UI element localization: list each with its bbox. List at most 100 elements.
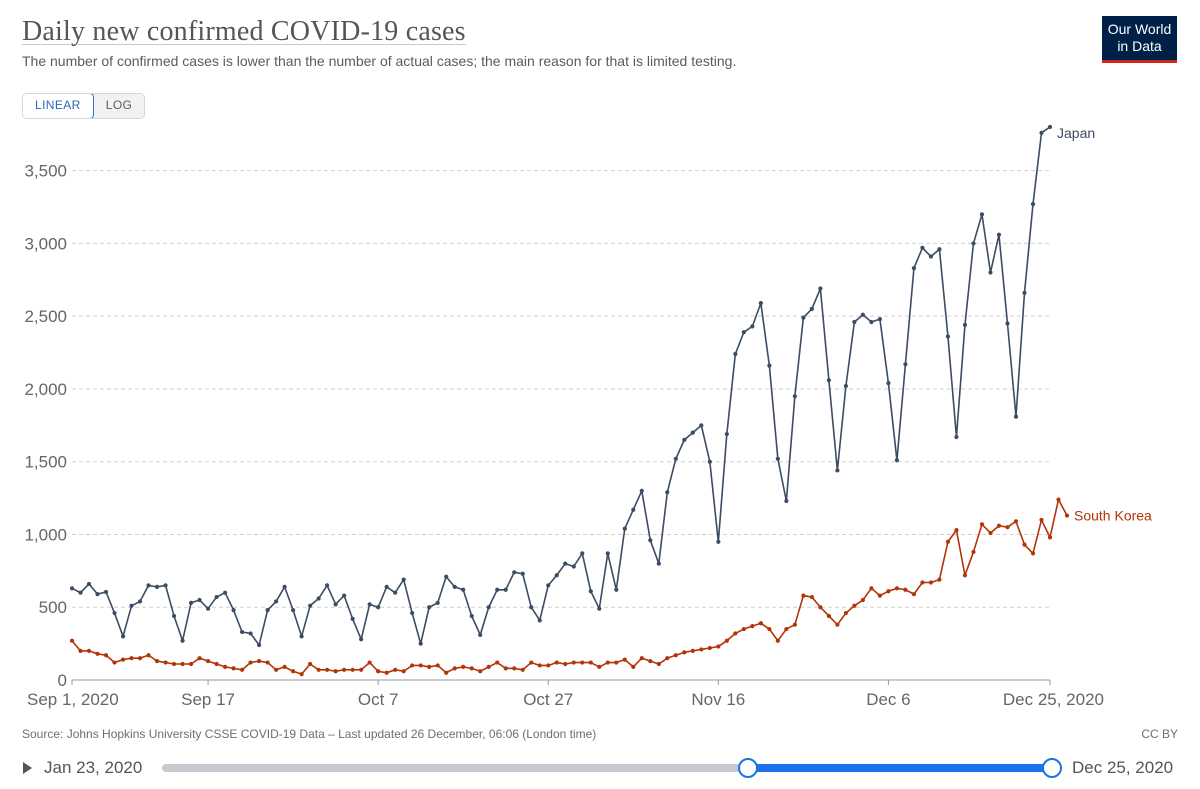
data-point	[775, 638, 780, 643]
y-tick-label: 3,000	[24, 234, 67, 253]
data-point	[852, 319, 857, 325]
data-point	[648, 658, 653, 664]
data-point	[478, 669, 483, 674]
linear-scale-button[interactable]: LINEAR	[23, 94, 94, 118]
data-point	[376, 669, 381, 674]
play-icon[interactable]	[23, 762, 32, 774]
data-point	[1030, 202, 1036, 207]
data-point	[741, 626, 746, 632]
data-point	[767, 626, 772, 632]
data-point	[486, 664, 491, 670]
data-point	[393, 667, 398, 672]
data-point	[894, 586, 900, 591]
data-point	[214, 594, 219, 600]
data-point	[503, 587, 508, 592]
data-point	[299, 634, 304, 639]
data-point	[308, 661, 313, 667]
data-point	[877, 593, 883, 598]
data-point	[95, 651, 100, 656]
x-tick-label: Oct 7	[358, 690, 399, 709]
data-point	[597, 606, 602, 611]
data-point	[988, 530, 993, 536]
data-point	[962, 322, 968, 328]
data-point	[758, 621, 763, 626]
data-point	[512, 570, 517, 575]
data-point	[571, 564, 576, 569]
data-point	[937, 247, 942, 252]
x-tick-label: Oct 27	[523, 690, 573, 709]
data-point	[639, 656, 644, 661]
data-point	[137, 599, 143, 604]
data-point	[852, 603, 857, 608]
data-point	[520, 571, 525, 576]
data-point	[724, 638, 729, 643]
data-point	[716, 539, 721, 544]
x-tick-label: Sep 1, 2020	[27, 690, 119, 709]
log-scale-button[interactable]: LOG	[93, 94, 145, 118]
data-point	[954, 434, 959, 440]
data-point	[614, 587, 619, 592]
x-tick-label: Dec 25, 2020	[1003, 690, 1104, 709]
data-point	[741, 330, 746, 335]
data-point	[188, 661, 194, 667]
data-point	[954, 528, 959, 533]
data-point	[137, 656, 143, 661]
data-point	[95, 592, 100, 597]
data-point	[962, 573, 968, 578]
data-point	[384, 584, 389, 589]
data-point	[1039, 517, 1044, 523]
data-point	[222, 664, 228, 670]
timeline-selected-range[interactable]	[747, 764, 1052, 772]
data-point	[639, 488, 644, 493]
data-point	[333, 669, 338, 674]
data-point	[435, 600, 440, 605]
data-point	[563, 561, 568, 566]
timeline-track[interactable]	[162, 764, 1052, 772]
data-point	[231, 608, 236, 613]
data-point	[410, 610, 415, 616]
data-point	[554, 660, 559, 665]
data-point	[248, 660, 253, 665]
source-note: Source: Johns Hopkins University CSSE CO…	[22, 727, 597, 741]
data-point	[129, 603, 134, 608]
data-point	[282, 664, 287, 670]
y-tick-label: 0	[58, 671, 67, 690]
data-point	[103, 653, 109, 658]
timeline-start-label: Jan 23, 2020	[44, 758, 143, 777]
data-point	[239, 667, 245, 672]
data-point	[461, 664, 466, 670]
data-point	[843, 383, 849, 389]
series-label: Japan	[1057, 125, 1095, 141]
data-point	[393, 590, 398, 595]
timeline-start-handle[interactable]	[737, 758, 758, 778]
license-link[interactable]: CC BY	[1141, 727, 1178, 741]
data-point	[826, 613, 831, 619]
data-point	[801, 593, 806, 598]
data-point	[699, 647, 704, 652]
data-point	[614, 660, 619, 665]
data-point	[171, 661, 177, 667]
data-point	[971, 241, 976, 246]
data-point	[809, 306, 814, 312]
timeline: Jan 23, 2020 Dec 25, 2020	[0, 752, 1200, 784]
data-point	[452, 584, 457, 589]
data-point	[903, 587, 908, 592]
data-point	[308, 603, 313, 608]
data-point	[316, 596, 321, 601]
data-point	[775, 456, 780, 461]
data-point	[920, 580, 925, 585]
data-point	[1013, 519, 1019, 524]
owid-logo[interactable]: Our World in Data	[1102, 16, 1177, 63]
data-point	[682, 437, 687, 442]
data-point	[1022, 542, 1027, 547]
data-point	[265, 608, 270, 613]
data-point	[163, 660, 168, 665]
data-point	[274, 667, 279, 672]
data-point	[537, 663, 542, 668]
data-point	[792, 394, 797, 399]
data-point	[843, 610, 849, 616]
data-point	[690, 648, 695, 653]
data-point	[154, 658, 160, 664]
data-point	[605, 551, 610, 556]
timeline-end-handle[interactable]	[1042, 758, 1062, 778]
